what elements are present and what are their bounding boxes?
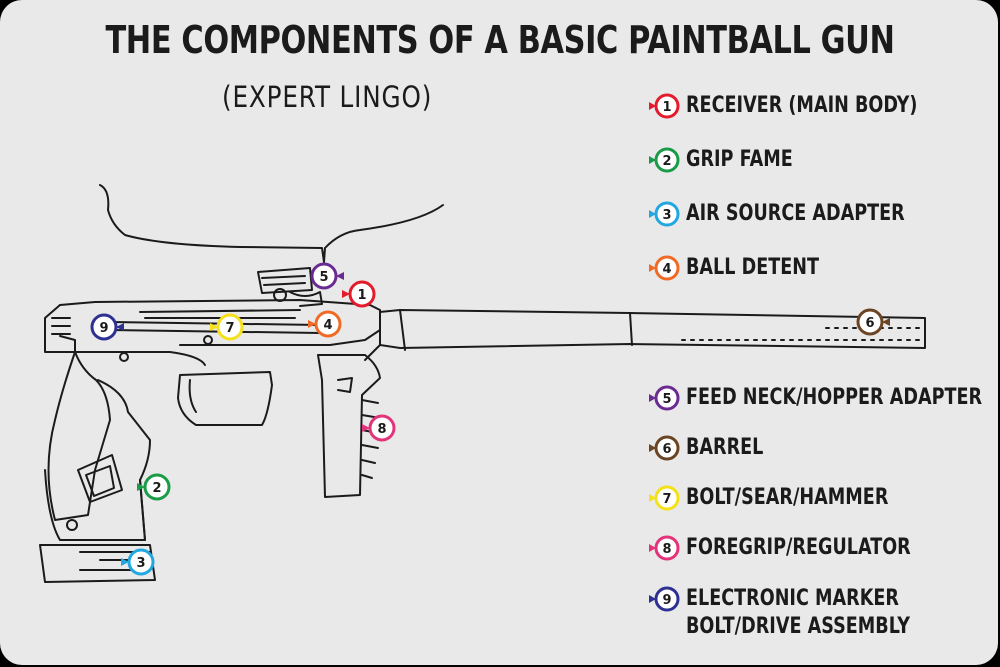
callout-pin-2: 2 <box>137 473 171 501</box>
svg-text:9: 9 <box>99 321 108 336</box>
svg-text:2: 2 <box>662 154 671 169</box>
svg-text:6: 6 <box>662 442 671 457</box>
callout-pin-5: 5 <box>310 262 344 290</box>
legend-label-feed-neck: FEED NECK/HOPPER ADAPTER <box>686 385 983 410</box>
diagram-title: THE COMPONENTS OF A BASIC PAINTBALL GUN <box>105 18 895 62</box>
svg-text:5: 5 <box>662 392 671 407</box>
legend-marker-6: 6 <box>649 435 680 461</box>
callout-pin-9: 9 <box>90 313 124 341</box>
svg-text:4: 4 <box>662 262 671 277</box>
legend-marker-2: 2 <box>649 147 680 173</box>
callout-pin-7: 7 <box>210 313 244 341</box>
legend-marker-9: 9 <box>649 586 680 612</box>
svg-text:3: 3 <box>136 556 145 571</box>
legend-marker-4: 4 <box>649 255 680 281</box>
callout-pin-4: 4 <box>308 310 342 338</box>
svg-text:3: 3 <box>662 208 671 223</box>
svg-text:5: 5 <box>319 270 328 285</box>
svg-text:9: 9 <box>662 593 671 608</box>
callout-pin-3: 3 <box>121 548 155 576</box>
legend-marker-7: 7 <box>649 485 680 511</box>
legend-label-electronic-marker: ELECTRONIC MARKER <box>686 586 899 611</box>
svg-text:8: 8 <box>377 422 386 437</box>
callout-pin-6: 6 <box>856 308 890 336</box>
svg-text:1: 1 <box>357 288 366 303</box>
legend-label-grip-frame: GRIP FAME <box>686 147 793 172</box>
legend-marker-8: 8 <box>649 535 680 561</box>
svg-text:8: 8 <box>662 542 671 557</box>
legend-marker-3: 3 <box>649 201 680 227</box>
svg-text:2: 2 <box>152 481 161 496</box>
svg-text:7: 7 <box>662 492 671 507</box>
diagram-subtitle: (EXPERT LINGO) <box>222 80 433 114</box>
svg-text:6: 6 <box>865 316 874 331</box>
legend-label-air-source-adapter: AIR SOURCE ADAPTER <box>686 201 905 226</box>
legend-marker-1: 1 <box>649 93 680 119</box>
callout-pin-1: 1 <box>342 280 376 308</box>
legend-label-ball-detent: BALL DETENT <box>686 255 819 280</box>
legend-label-barrel: BARREL <box>686 435 764 460</box>
legend-label-receiver: RECEIVER (MAIN BODY) <box>686 93 918 118</box>
legend-label-bolt-sear-hammer: BOLT/SEAR/HAMMER <box>686 485 889 510</box>
svg-text:7: 7 <box>225 321 234 336</box>
callout-pin-8: 8 <box>362 414 396 442</box>
legend-label-bolt-drive-assembly: BOLT/DRIVE ASSEMBLY <box>686 614 910 639</box>
legend-label-foregrip-regulator: FOREGRIP/REGULATOR <box>686 535 911 560</box>
legend-marker-5: 5 <box>649 385 680 411</box>
svg-text:1: 1 <box>662 100 671 115</box>
svg-text:4: 4 <box>323 318 332 333</box>
